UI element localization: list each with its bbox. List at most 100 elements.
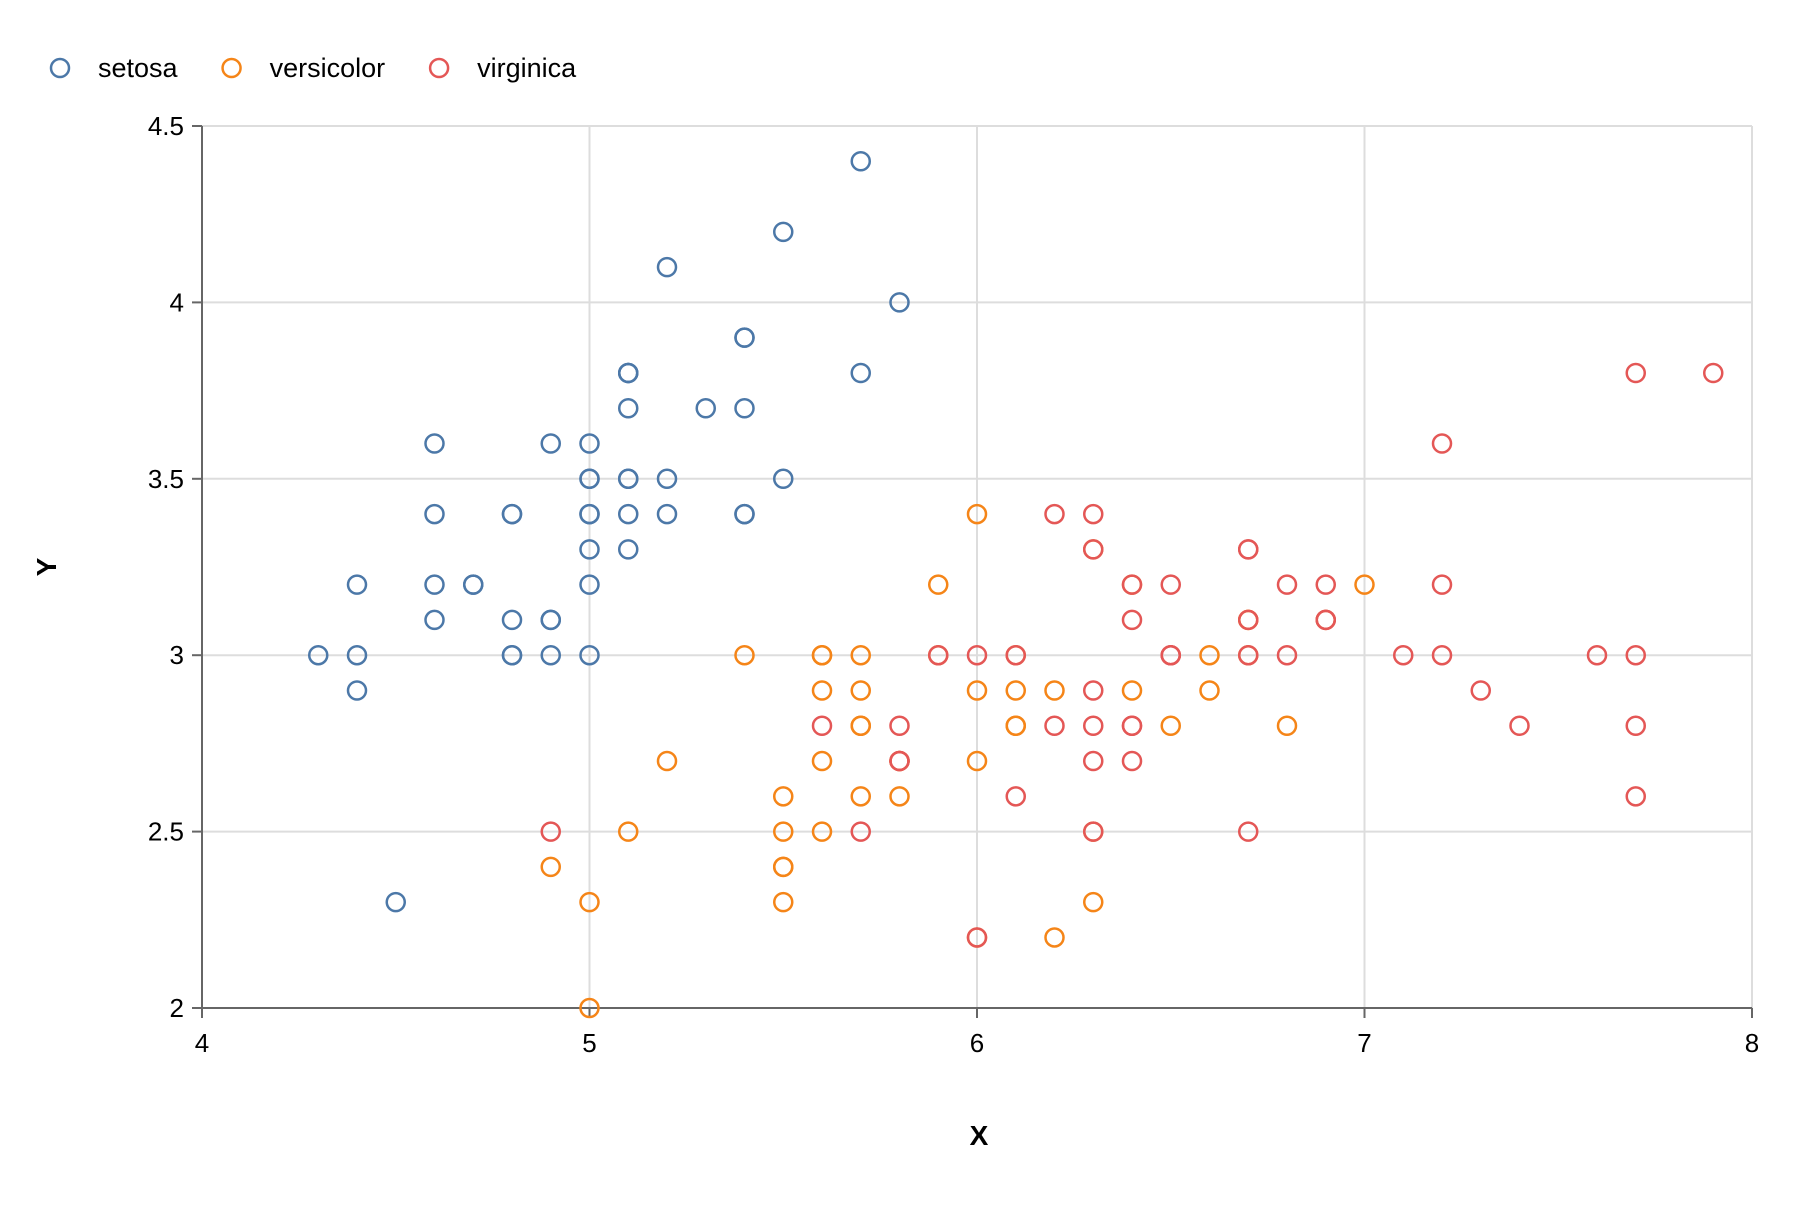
x-axis-title: X <box>970 1120 989 1151</box>
data-point-setosa <box>695 397 716 419</box>
data-point-versicolor <box>618 821 639 842</box>
data-point-virginica <box>1703 362 1724 384</box>
data-point-versicolor <box>811 750 833 772</box>
data-point-versicolor <box>540 856 561 878</box>
data-point-virginica <box>1509 715 1530 737</box>
data-point-setosa <box>346 574 368 595</box>
data-point-setosa <box>579 468 600 490</box>
data-point-setosa <box>618 468 639 490</box>
data-point-virginica <box>1276 644 1298 666</box>
data-point-setosa <box>656 468 678 490</box>
data-point-versicolor <box>579 997 600 1019</box>
data-point-versicolor <box>773 891 794 913</box>
series-virginica <box>540 362 1724 948</box>
data-point-virginica <box>1083 715 1104 737</box>
data-point-virginica <box>1625 644 1646 666</box>
data-point-setosa <box>424 574 445 595</box>
data-point-virginica <box>1121 715 1143 737</box>
data-point-versicolor <box>1121 680 1143 701</box>
data-point-virginica <box>1083 750 1104 772</box>
data-point-setosa <box>656 256 678 278</box>
data-point-virginica <box>1238 821 1259 842</box>
legend-marker-versicolor <box>221 57 242 79</box>
data-point-virginica <box>966 644 988 666</box>
x-tick-label: 5 <box>582 1028 596 1058</box>
data-point-versicolor <box>811 680 833 701</box>
data-point-virginica <box>1470 680 1491 701</box>
data-point-virginica <box>1005 644 1026 666</box>
data-point-setosa <box>734 327 755 348</box>
data-point-virginica <box>1083 539 1104 560</box>
data-point-versicolor <box>928 574 949 595</box>
y-tick-label: 2 <box>170 993 184 1023</box>
y-tick-label: 3 <box>170 640 184 670</box>
data-point-virginica <box>1625 715 1646 737</box>
data-point-virginica <box>1160 574 1181 595</box>
data-point-versicolor <box>656 750 678 772</box>
data-point-versicolor <box>889 786 910 807</box>
data-point-virginica <box>1586 644 1608 666</box>
data-point-versicolor <box>966 750 988 772</box>
data-point-setosa <box>850 362 871 384</box>
y-tick-label: 4 <box>170 287 184 317</box>
data-point-versicolor <box>773 786 794 807</box>
data-point-versicolor <box>773 856 794 878</box>
data-point-setosa <box>346 644 368 666</box>
legend-label-virginica: virginica <box>477 53 577 83</box>
data-point-versicolor <box>1083 891 1104 913</box>
data-point-setosa <box>734 503 755 525</box>
data-point-setosa <box>346 680 368 701</box>
data-point-virginica <box>1083 821 1104 842</box>
data-point-versicolor <box>1354 574 1375 595</box>
legend-marker-setosa <box>49 57 71 79</box>
data-point-setosa <box>501 503 523 525</box>
data-point-setosa <box>734 397 755 419</box>
data-point-setosa <box>501 609 523 631</box>
data-point-setosa <box>424 609 445 631</box>
data-point-virginica <box>1431 644 1453 666</box>
data-point-setosa <box>385 891 406 913</box>
data-point-versicolor <box>850 680 871 701</box>
data-point-setosa <box>540 433 561 454</box>
x-tick-label: 8 <box>1745 1028 1759 1058</box>
data-point-setosa <box>773 221 794 243</box>
data-point-setosa <box>540 609 561 631</box>
data-point-virginica <box>1083 680 1104 701</box>
data-point-virginica <box>1625 362 1646 384</box>
data-point-virginica <box>1431 574 1453 595</box>
data-point-setosa <box>579 503 600 525</box>
data-point-virginica <box>1276 574 1298 595</box>
data-point-setosa <box>618 539 639 560</box>
data-point-virginica <box>1005 786 1026 807</box>
data-point-setosa <box>501 644 523 666</box>
data-point-virginica <box>928 644 949 666</box>
y-tick-label: 3.5 <box>148 464 184 494</box>
data-point-setosa <box>579 644 600 666</box>
data-point-setosa <box>618 503 639 525</box>
legend-marker-virginica <box>428 57 450 79</box>
data-point-versicolor <box>966 503 988 525</box>
data-point-setosa <box>889 292 910 313</box>
data-point-virginica <box>540 821 561 842</box>
data-point-virginica <box>1238 644 1259 666</box>
x-tick-label: 7 <box>1357 1028 1371 1058</box>
data-point-setosa <box>579 574 600 595</box>
data-point-virginica <box>1160 644 1181 666</box>
data-point-versicolor <box>850 644 871 666</box>
data-point-versicolor <box>1044 680 1065 701</box>
data-point-virginica <box>889 715 910 737</box>
data-point-setosa <box>773 468 794 490</box>
data-point-versicolor <box>850 786 871 807</box>
y-axis-ticks: 2 2.5 3 3.5 4 4.5 <box>148 111 202 1023</box>
data-point-virginica <box>1238 539 1259 560</box>
data-point-setosa <box>579 539 600 560</box>
x-tick-label: 6 <box>970 1028 984 1058</box>
data-point-setosa <box>656 503 678 525</box>
data-points <box>308 151 1724 1019</box>
x-axis-ticks: 4 5 6 7 8 <box>195 1008 1759 1058</box>
data-point-virginica <box>1121 609 1143 631</box>
data-point-versicolor <box>1276 715 1298 737</box>
data-point-setosa <box>618 397 639 419</box>
data-point-virginica <box>1044 503 1065 525</box>
